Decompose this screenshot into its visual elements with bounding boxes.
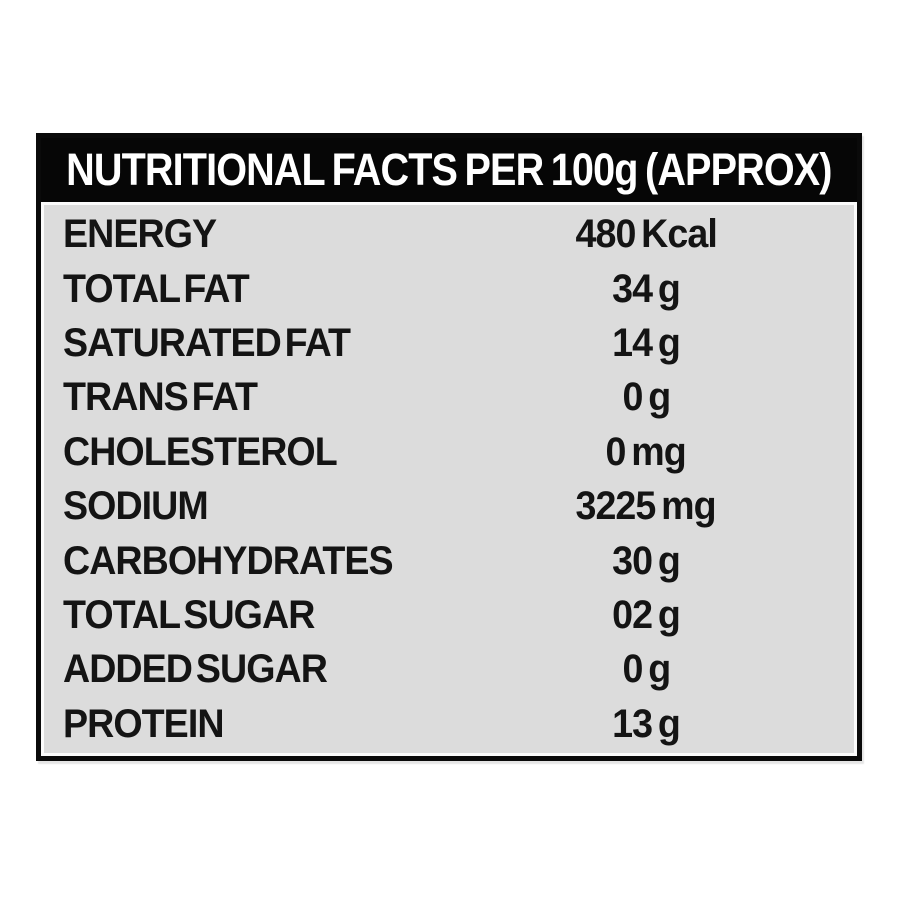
nutrition-table: ENERGY 480 Kcal TOTAL FAT 34 g SATURATED… [41, 202, 857, 756]
row-value: 480 Kcal [575, 212, 717, 257]
row-value: 14 g [612, 321, 681, 366]
table-row: CARBOHYDRATES 30 g [44, 533, 854, 587]
row-value: 30 g [612, 538, 681, 583]
table-row: TOTAL SUGAR 02 g [44, 588, 854, 642]
row-value: 0 mg [605, 429, 687, 474]
table-row: TRANS FAT 0 g [44, 370, 854, 424]
row-label: TOTAL FAT [63, 266, 250, 311]
row-value: 34 g [612, 266, 681, 311]
row-value: 3225 mg [575, 484, 717, 529]
row-label: CARBOHYDRATES [63, 538, 394, 583]
table-row: ADDED SUGAR 0 g [44, 642, 854, 696]
row-label: ADDED SUGAR [63, 647, 328, 692]
label-title: NUTRITIONAL FACTS PER 100g (APPROX) [66, 144, 832, 195]
row-label: CHOLESTEROL [63, 429, 338, 474]
nutrition-label: NUTRITIONAL FACTS PER 100g (APPROX) ENER… [36, 133, 862, 761]
row-value: 13 g [612, 701, 681, 746]
table-row: TOTAL FAT 34 g [44, 261, 854, 315]
row-value: 0 g [622, 647, 671, 692]
table-row: SATURATED FAT 14 g [44, 316, 854, 370]
row-label: ENERGY [63, 212, 217, 257]
row-value: 02 g [612, 593, 681, 638]
table-row: ENERGY 480 Kcal [44, 207, 854, 261]
label-header: NUTRITIONAL FACTS PER 100g (APPROX) [41, 138, 857, 202]
row-value: 0 g [622, 375, 671, 420]
table-row: SODIUM 3225 mg [44, 479, 854, 533]
row-label: PROTEIN [63, 701, 224, 746]
row-label: TRANS FAT [63, 375, 258, 420]
row-label: SATURATED FAT [63, 321, 351, 366]
table-row: PROTEIN 13 g [44, 697, 854, 751]
table-row: CHOLESTEROL 0 mg [44, 425, 854, 479]
row-label: TOTAL SUGAR [63, 593, 315, 638]
row-label: SODIUM [63, 484, 209, 529]
